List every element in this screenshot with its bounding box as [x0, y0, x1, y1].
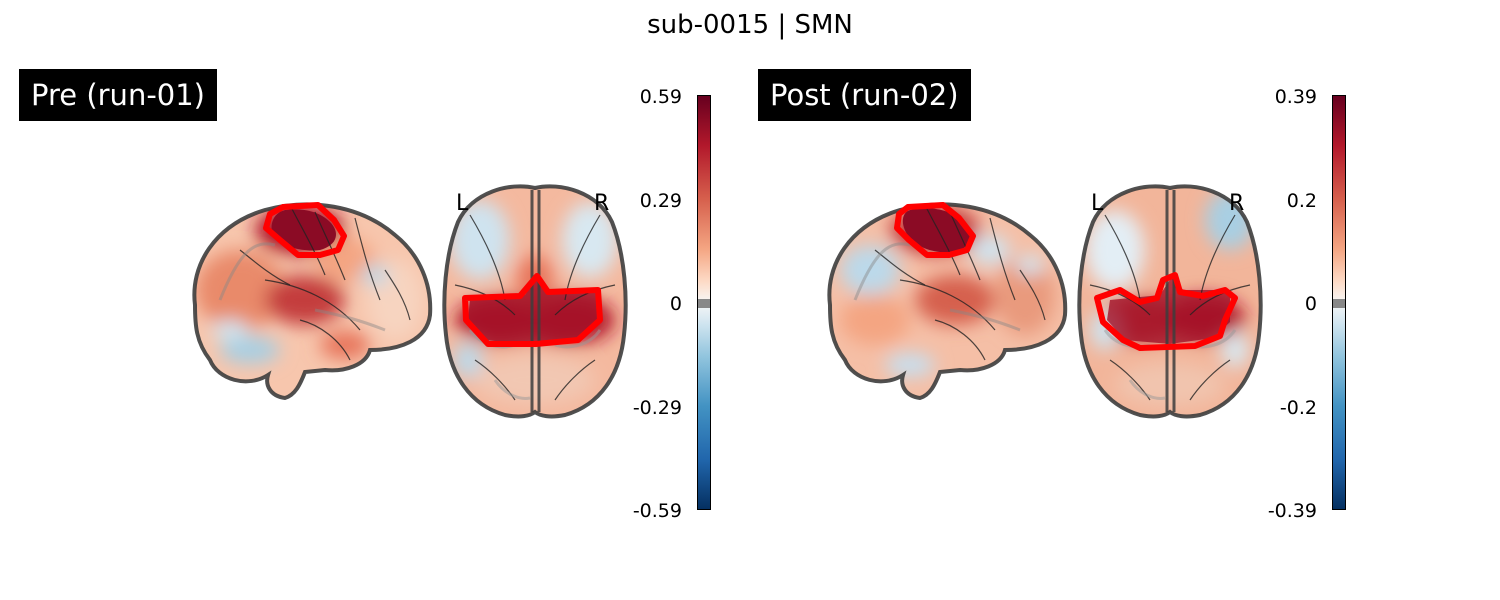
sagittal-view [829, 204, 1066, 398]
roi-outline-axial [462, 273, 603, 347]
panel-post: Post (run-02) [635, 0, 1385, 600]
colorbar-null-band [1333, 299, 1345, 308]
roi-outline-sagittal [263, 202, 347, 258]
colorbar-tick: 0 [669, 293, 682, 315]
left-orientation-label: L [1091, 191, 1104, 216]
colorbar-tick: 0 [1304, 293, 1317, 315]
panel-label: Pre (run-01) [19, 69, 217, 121]
glass-brain-post: L R [827, 184, 1263, 419]
colorbar-tick: -0.59 [632, 500, 682, 522]
panel-pre: Pre (run-01) [19, 69, 711, 522]
sagittal-view [194, 204, 431, 398]
colorbar-tick: -0.39 [1267, 500, 1317, 522]
colorbar-tick: -0.29 [632, 397, 682, 419]
colorbar-tick: -0.2 [1279, 397, 1317, 419]
colorbar-tick: 0.29 [639, 190, 682, 212]
colorbar-null-band [698, 299, 710, 308]
glass-brain-pre: L R [192, 184, 628, 419]
right-orientation-label: R [594, 191, 609, 216]
colorbar-tick: 0.2 [1286, 190, 1317, 212]
figure-title: sub-0015 | SMN [647, 10, 853, 40]
left-orientation-label: L [456, 191, 469, 216]
roi-outline-axial [1094, 272, 1238, 351]
colorbar-post [1332, 95, 1346, 510]
roi-outline-sagittal [894, 202, 976, 258]
right-orientation-label: R [1229, 191, 1244, 216]
colorbar-tick: 0.59 [639, 86, 682, 108]
colorbar-tick: 0.39 [1274, 86, 1317, 108]
colorbar-pre [697, 95, 711, 510]
panel-label: Post (run-02) [758, 69, 971, 121]
